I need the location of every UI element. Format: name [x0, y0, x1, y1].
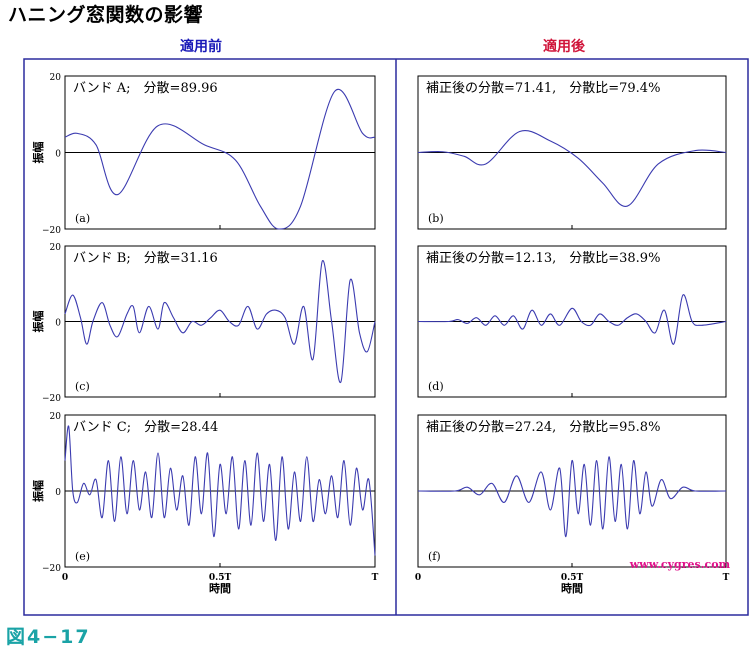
- x-axis-label: 時間: [209, 581, 231, 595]
- x-tick-label: T: [723, 573, 730, 583]
- x-tick-label: T: [372, 573, 379, 583]
- y-tick-label: 20: [50, 412, 62, 422]
- page-title: ハニング窓関数の影響: [8, 4, 204, 26]
- panel-annotation: 補正後の分散=27.24, 分散比=95.8%: [426, 420, 660, 435]
- y-axis-label: 振幅: [31, 480, 45, 502]
- figure-label: 図4−17: [6, 626, 91, 648]
- panel-annotation: 補正後の分散=12.13, 分散比=38.9%: [426, 251, 660, 266]
- y-axis-label: 振幅: [31, 311, 45, 333]
- y-tick-label: −20: [42, 564, 61, 574]
- y-tick-label: 0: [55, 488, 61, 498]
- x-axis-label: 時間: [561, 581, 583, 595]
- panel-tag: (b): [428, 212, 444, 225]
- panel-annotation: 補正後の分散=71.41, 分散比=79.4%: [426, 81, 660, 96]
- panel-annotation: バンド A; 分散=89.96: [73, 81, 218, 96]
- x-tick-label: 0: [62, 573, 68, 583]
- panel-tag: (f): [428, 550, 441, 563]
- y-tick-label: 20: [50, 73, 62, 83]
- series-line-e: [64, 425, 376, 556]
- right-column-header: 適用後: [543, 39, 585, 55]
- y-tick-label: 0: [55, 319, 61, 329]
- panel-annotation: バンド B; 分散=31.16: [73, 251, 218, 266]
- x-tick-label: 0.5T: [209, 573, 232, 583]
- outer-frame: [23, 58, 749, 616]
- x-tick-label: 0.5T: [561, 573, 584, 583]
- series-line-a: [64, 88, 376, 230]
- panel-tag: (c): [75, 380, 90, 393]
- panel-tag: (d): [428, 380, 444, 393]
- y-tick-label: −20: [42, 226, 61, 236]
- x-tick-label: 0: [415, 573, 421, 583]
- panel-tag: (a): [75, 212, 90, 225]
- left-column-header: 適用前: [180, 39, 222, 55]
- y-tick-label: −20: [42, 394, 61, 404]
- y-tick-label: 0: [55, 150, 61, 160]
- series-line-c: [64, 260, 376, 383]
- panel-annotation: バンド C; 分散=28.44: [73, 420, 218, 435]
- watermark-text: www.cygres.com: [629, 558, 731, 571]
- y-tick-label: 20: [50, 243, 62, 253]
- y-axis-label: 振幅: [31, 142, 45, 164]
- series-line-b: [417, 130, 727, 207]
- series-line-f: [417, 456, 727, 538]
- series-line-d: [417, 294, 727, 345]
- panel-tag: (e): [75, 550, 90, 563]
